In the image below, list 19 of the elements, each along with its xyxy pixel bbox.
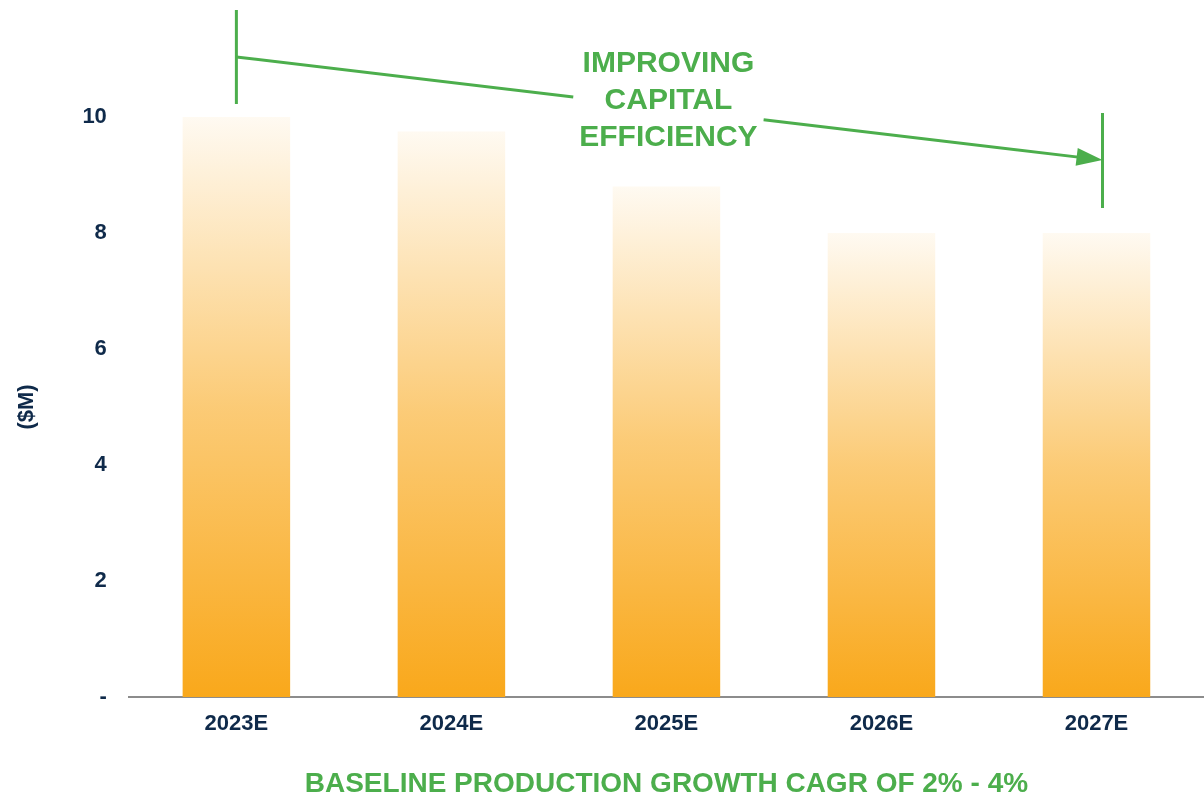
x-tick-label: 2025E (634, 710, 699, 736)
x-tick-label: 2023E (204, 710, 269, 736)
y-tick-label: 4 (94, 451, 108, 477)
y-tick-label: 8 (94, 219, 107, 245)
x-tick-label: 2024E (419, 710, 484, 736)
y-tick-label: 6 (94, 335, 107, 361)
bar (827, 233, 936, 697)
x-tick-label: 2026E (849, 710, 914, 736)
y-tick-label: 2 (94, 567, 107, 593)
x-axis-title: BASELINE PRODUCTION GROWTH CAGR OF 2% - 4% (304, 766, 1029, 798)
bar (182, 117, 291, 697)
bar (397, 131, 506, 697)
y-tick-label: 10 (82, 103, 107, 129)
x-tick-label: 2027E (1064, 710, 1129, 736)
bar (1042, 233, 1151, 697)
annotation: IMPROVING CAPITAL EFFICIENCY (579, 45, 758, 153)
bar (612, 186, 721, 697)
y-axis-title: ($M) (13, 384, 39, 430)
y-tick-label: - (99, 683, 107, 709)
